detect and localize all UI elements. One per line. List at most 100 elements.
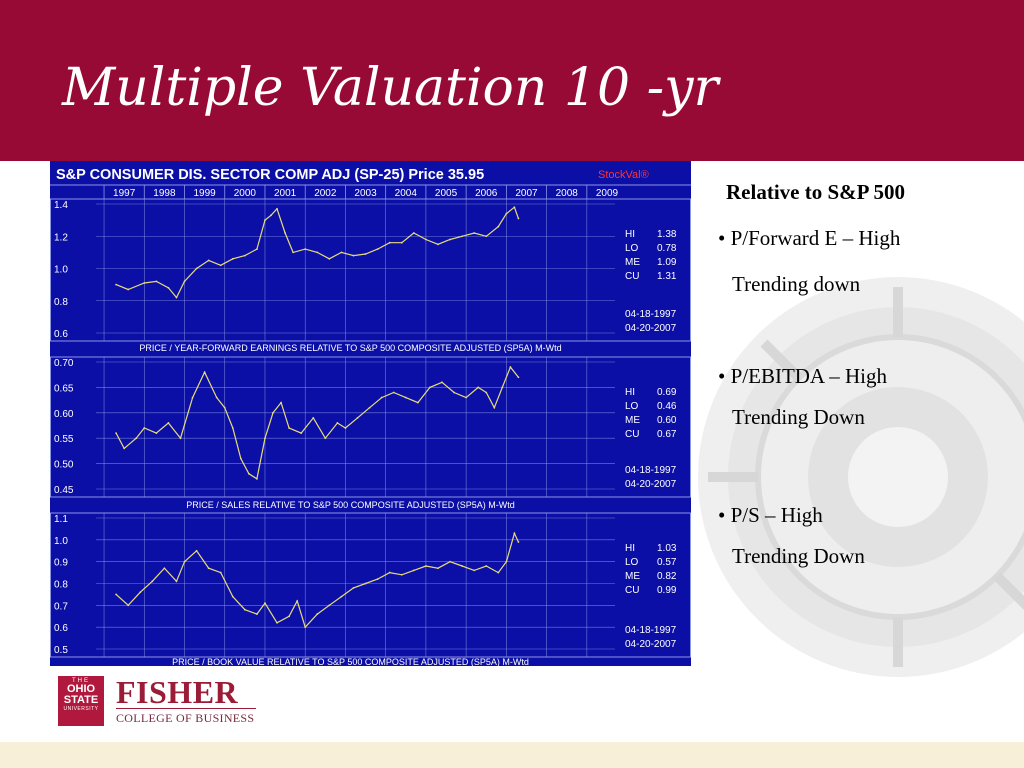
panel-1-point (215, 396, 218, 399)
panel-1-point (155, 432, 158, 435)
panel-0-ytick: 0.6 (54, 329, 68, 340)
year-label-1997: 1997 (113, 188, 136, 199)
panel-0-point (115, 283, 118, 286)
panel-0-point (167, 286, 170, 289)
panel-1-stat-value-cu: 0.67 (657, 429, 677, 440)
year-label-2004: 2004 (395, 188, 418, 199)
panel-1-point (300, 432, 303, 435)
panel-1-point (143, 427, 146, 429)
osu-logo: THE OHIO STATE UNIVERSITY (58, 676, 104, 726)
panel-0-point (127, 288, 130, 291)
bullet-forward-pe: • P/Forward E – High (718, 226, 901, 250)
panel-2-point (425, 565, 427, 567)
panel-2-point (388, 571, 391, 574)
panel-1-stat-value-lo: 0.46 (657, 401, 677, 412)
panel-1-start-date: 04-18-1997 (625, 465, 677, 476)
stockval-chart: S&P CONSUMER DIS. SECTOR COMP ADJ (SP-25… (50, 161, 691, 666)
panel-1-series-line (115, 365, 519, 480)
panel-1-point (441, 381, 443, 384)
year-label-2002: 2002 (314, 188, 337, 199)
panel-1-point (509, 366, 512, 368)
panel-1-ytick: 0.70 (54, 358, 74, 369)
panel-2-point (485, 565, 488, 567)
panel-0-point (264, 219, 266, 222)
panel-2-point (139, 591, 142, 594)
panel-2-ytick: 0.8 (54, 580, 68, 591)
panel-2-ytick: 0.9 (54, 558, 68, 569)
panel-2-point (127, 604, 130, 607)
panel-1-point (288, 427, 291, 429)
panel-2-start-date: 04-18-1997 (625, 625, 677, 636)
panel-0-point (449, 238, 451, 241)
panel-0-stat-label-hi: HI (625, 229, 635, 240)
panel-1-point (380, 396, 383, 399)
panel-2-point (264, 602, 266, 605)
panel-1-point (465, 396, 468, 399)
panel-1-ytick: 0.55 (54, 434, 74, 445)
panel-2-stat-value-me: 0.82 (657, 571, 677, 582)
panel-0-ytick: 1.4 (54, 200, 68, 211)
panel-2-point (296, 600, 299, 602)
panel-0-point (256, 248, 258, 251)
panel-2-point (412, 569, 415, 572)
panel-2-stat-value-lo: 0.57 (657, 557, 677, 568)
panel-2-point (231, 595, 234, 598)
panel-0-point (143, 282, 146, 284)
panel-1-point (368, 406, 371, 409)
panel-0-point (517, 217, 520, 220)
panel-0-point (231, 257, 234, 260)
panel-2-caption: PRICE / BOOK VALUE RELATIVE TO S&P 500 C… (172, 657, 529, 666)
panel-1-point (191, 396, 194, 399)
panel-1-point (416, 401, 419, 404)
year-label-2001: 2001 (274, 188, 297, 199)
panel-2-point (437, 567, 439, 570)
panel-2-point (316, 613, 319, 615)
osu-state: STATE (63, 694, 99, 706)
panel-2-stat-label-lo: LO (625, 557, 639, 568)
panel-1-point (324, 437, 327, 440)
panel-0-point (376, 248, 379, 251)
panel-1-point (477, 386, 480, 389)
panel-0-stat-label-cu: CU (625, 271, 639, 282)
panel-0-point (352, 254, 355, 257)
year-label-2008: 2008 (556, 188, 579, 199)
panel-2-point (304, 626, 307, 629)
panel-1-point (135, 437, 138, 440)
panel-1-point (501, 386, 504, 389)
panel-2-point (328, 604, 331, 607)
panel-1-end-date: 04-20-2007 (625, 479, 677, 490)
panel-0-point (292, 251, 295, 254)
panel-0-point (364, 253, 367, 255)
panel-0-point (461, 235, 464, 238)
panel-2-ytick: 0.6 (54, 623, 68, 634)
panel-2-point (352, 586, 355, 589)
panel-1-point (179, 437, 182, 440)
panel-1-ytick: 0.45 (54, 485, 74, 496)
panel-1-point (247, 472, 250, 475)
year-label-1999: 1999 (194, 188, 217, 199)
chart-background (50, 161, 691, 666)
panel-1-ytick: 0.50 (54, 460, 74, 471)
panel-2-point (473, 569, 476, 572)
year-label-1998: 1998 (153, 188, 176, 199)
panel-2-ytick: 0.5 (54, 645, 68, 656)
panel-1-point (223, 406, 226, 409)
panel-1-point (485, 391, 488, 394)
panel-2-point (276, 621, 278, 624)
panel-0-point (513, 206, 516, 209)
panel-2-stat-label-cu: CU (625, 585, 639, 596)
panel-1-point (312, 416, 315, 419)
year-label-2007: 2007 (515, 188, 538, 199)
panel-1-caption: PRICE / SALES RELATIVE TO S&P 500 COMPOS… (186, 500, 514, 510)
panel-0-point (284, 232, 286, 234)
panel-0-start-date: 04-18-1997 (625, 309, 677, 320)
panel-2-stat-label-me: ME (625, 571, 640, 582)
panel-0-point (412, 232, 415, 234)
panel-1-ytick: 0.65 (54, 383, 74, 394)
panel-1-point (453, 391, 455, 394)
college-of-business: COLLEGE OF BUSINESS (116, 711, 255, 725)
title-bar (0, 0, 1024, 161)
bullet-ps-trend: Trending Down (732, 544, 865, 568)
panel-1-point (280, 401, 282, 404)
panel-2-point (400, 573, 403, 576)
